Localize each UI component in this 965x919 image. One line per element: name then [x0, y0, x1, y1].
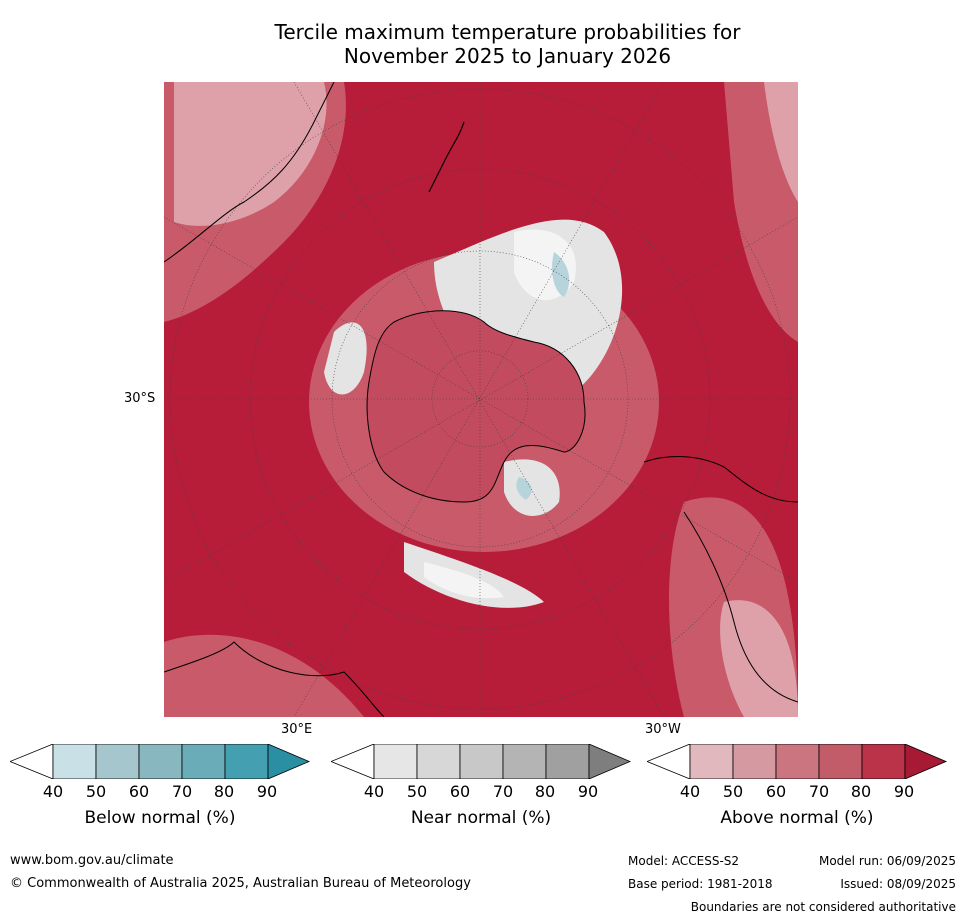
- title-line-1: Tercile maximum temperature probabilitie…: [274, 20, 741, 44]
- tick-label: 50: [85, 782, 107, 801]
- colorbar-above-svg: [645, 743, 948, 780]
- tick-label: 50: [406, 782, 428, 801]
- colorbar-segment: [138, 743, 183, 780]
- colorbar-near-svg: [329, 743, 632, 780]
- model-text: Model: ACCESS-S2: [628, 854, 740, 868]
- colorbar-extend-low: [645, 743, 691, 780]
- tick-label: 90: [256, 782, 278, 801]
- title-line-2: November 2025 to January 2026: [343, 44, 672, 68]
- colorbar-segment: [502, 743, 547, 780]
- colorbar-above: [645, 743, 948, 780]
- colorbar-extend-low: [329, 743, 375, 780]
- antarctica-outline: [366, 310, 586, 503]
- tick-label: 80: [534, 782, 556, 801]
- copyright-text: © Commonwealth of Australia 2025, Austra…: [10, 876, 471, 891]
- africa-outline: [164, 641, 385, 717]
- tick-label: 90: [577, 782, 599, 801]
- near-normal-region: [324, 219, 623, 608]
- tick-label: 40: [363, 782, 385, 801]
- tick-label: 50: [722, 782, 744, 801]
- tick-label: 80: [850, 782, 872, 801]
- map-title: Tercile maximum temperature probabilitie…: [0, 20, 965, 68]
- colorbar-segment: [224, 743, 269, 780]
- graticule: [164, 82, 798, 717]
- colorbar-segment: [861, 743, 906, 780]
- tick-label: 60: [128, 782, 150, 801]
- colorbar-near-label: Near normal (%): [410, 808, 552, 828]
- latitude-label: 30°S: [124, 391, 156, 406]
- colorbar-segment: [416, 743, 461, 780]
- colorbar-below-svg: [8, 743, 311, 780]
- colorbar-segment: [181, 743, 226, 780]
- issued-text: Issued: 08/09/2025: [840, 877, 956, 891]
- colorbar-near: [329, 743, 632, 780]
- tick-label: 60: [765, 782, 787, 801]
- tick-label: 80: [213, 782, 235, 801]
- base-period-text: Base period: 1981-2018: [628, 877, 773, 891]
- colorbar-extend-high: [904, 743, 948, 780]
- australia-outline: [164, 82, 335, 263]
- tick-label: 70: [171, 782, 193, 801]
- tick-label: 70: [492, 782, 514, 801]
- colorbar-segment: [545, 743, 590, 780]
- map-canvas: [164, 82, 798, 717]
- model-run-text: Model run: 06/09/2025: [818, 854, 956, 868]
- colorbar-extend-high: [588, 743, 632, 780]
- longitude-label-east: 30°E: [281, 722, 313, 737]
- colorbar-extend-high: [267, 743, 311, 780]
- tick-label: 40: [42, 782, 64, 801]
- colorbar-segment: [689, 743, 734, 780]
- colorbar-segment: [52, 743, 97, 780]
- colorbar-segment: [775, 743, 820, 780]
- colorbar-segment: [732, 743, 777, 780]
- tick-label: 60: [449, 782, 471, 801]
- new-zealand-outline: [428, 121, 465, 193]
- colorbar-below-label: Below normal (%): [84, 808, 236, 828]
- colorbar-segment: [95, 743, 140, 780]
- tick-label: 40: [679, 782, 701, 801]
- colorbar-segment: [459, 743, 504, 780]
- colorbar-segment: [373, 743, 418, 780]
- probability-map: [164, 82, 798, 717]
- tick-label: 90: [893, 782, 915, 801]
- tick-label: 70: [808, 782, 830, 801]
- disclaimer-text: Boundaries are not considered authoritat…: [690, 900, 956, 914]
- longitude-label-west: 30°W: [645, 722, 681, 737]
- above-light-region: [174, 82, 798, 717]
- colorbar-segment: [818, 743, 863, 780]
- website-link[interactable]: www.bom.gov.au/climate: [10, 853, 174, 868]
- south-america-outline: [643, 456, 798, 703]
- colorbar-below: [8, 743, 311, 780]
- colorbar-above-label: Above normal (%): [720, 808, 874, 828]
- colorbar-extend-low: [8, 743, 54, 780]
